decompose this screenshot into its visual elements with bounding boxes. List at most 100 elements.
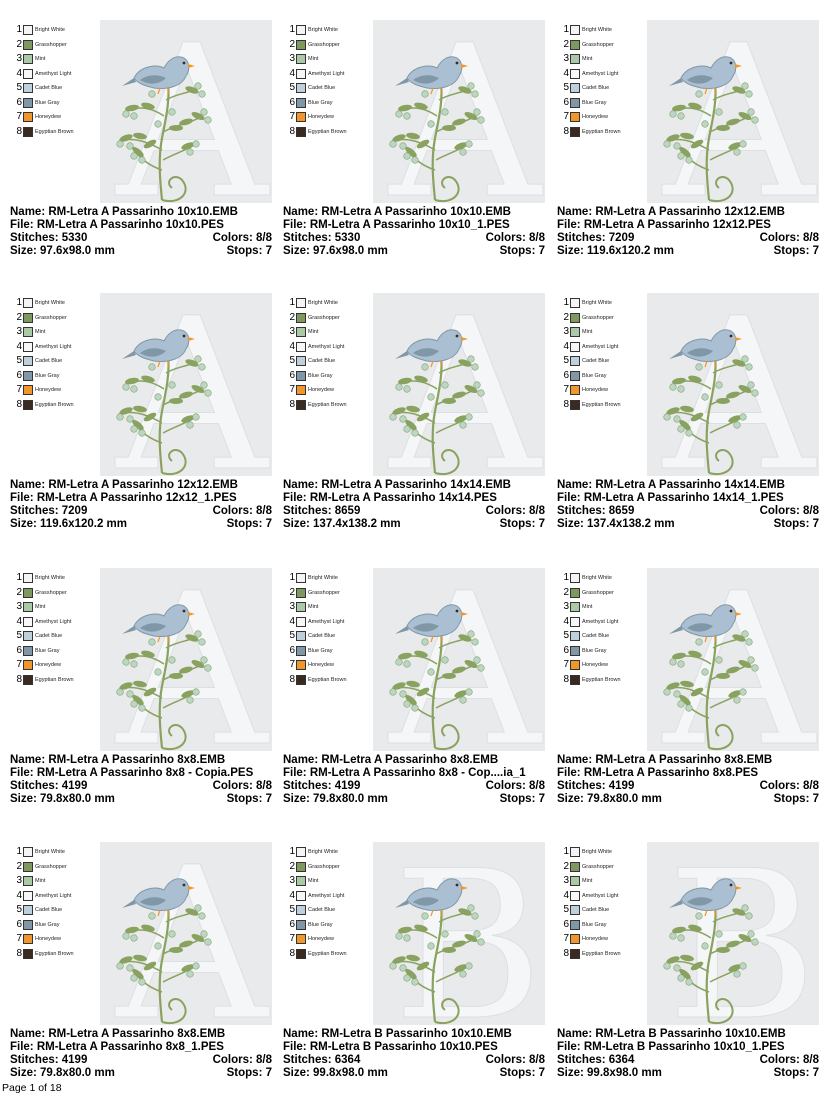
legend-number: 8 <box>289 947 295 959</box>
leaf <box>680 132 694 140</box>
leaf <box>454 415 468 423</box>
thread-swatch <box>296 934 306 945</box>
thread-name: Cadet Blue <box>35 633 63 640</box>
thread-name: Blue Gray <box>35 99 60 106</box>
design-size: Size: 79.8x80.0 mm <box>10 793 115 805</box>
legend-row: 3 Mint <box>285 52 375 67</box>
berry <box>186 970 194 978</box>
design-name: Name: RM-Letra A Passarinho 8x8.EMB <box>10 1028 226 1040</box>
thread-swatch <box>23 674 33 685</box>
berry <box>130 385 138 393</box>
berry <box>200 656 208 664</box>
design-file: File: RM-Letra A Passarinho 8x8 - Cop...… <box>283 767 526 779</box>
legend-row: 5 Cadet Blue <box>285 81 375 96</box>
berry <box>186 421 194 429</box>
berry <box>745 912 753 920</box>
legend-row: 4 Amethyst Light <box>285 67 375 82</box>
letter-monogram: A <box>114 293 270 476</box>
legend-row: 2 Grasshopper <box>12 311 102 326</box>
thread-name: Mint <box>308 329 319 336</box>
leaf <box>169 673 183 679</box>
leaf <box>732 359 746 367</box>
design-card: 1 Bright White 2 Grasshopper 3 Mint 4 Amethyst … <box>10 293 272 553</box>
design-name: Name: RM-Letra A Passarinho 8x8.EMB <box>557 754 773 766</box>
leaf <box>464 384 478 394</box>
bird <box>395 878 468 917</box>
legend-number: 7 <box>289 111 295 123</box>
legend-number: 3 <box>563 875 569 887</box>
thread-swatch <box>23 83 33 94</box>
berry <box>677 700 685 708</box>
embroidery-preview: B <box>373 842 545 1025</box>
letter-monogram: A <box>661 20 817 203</box>
thread-name: Egyptian Brown <box>35 128 74 135</box>
legend-row: 2 Grasshopper <box>285 311 375 326</box>
stop-count: Stops: 7 <box>773 518 819 530</box>
legend-row: 1 Bright White <box>12 845 102 860</box>
legend-row: 6 Blue Gray <box>559 918 649 933</box>
legend-number: 4 <box>289 340 295 352</box>
berry <box>441 381 449 389</box>
thread-swatch <box>23 112 33 123</box>
leaf <box>405 694 417 706</box>
bird <box>395 329 468 368</box>
berry <box>467 355 475 363</box>
thread-swatch <box>570 83 580 94</box>
legend-number: 4 <box>563 67 569 79</box>
berry <box>477 116 485 124</box>
design-file: File: RM-Letra A Passarinho 14x14_1.PES <box>557 492 784 504</box>
legend-number: 5 <box>289 82 295 94</box>
leaf <box>728 415 742 423</box>
thread-name: Blue Gray <box>582 99 607 106</box>
berry <box>741 630 749 638</box>
leaf <box>666 134 680 142</box>
stop-count: Stops: 7 <box>226 1067 272 1079</box>
berry <box>126 142 134 150</box>
thread-swatch <box>296 370 306 381</box>
leaf <box>464 659 478 669</box>
stop-count: Stops: 7 <box>773 245 819 257</box>
legend-row: 1 Bright White <box>285 845 375 860</box>
stop-count: Stops: 7 <box>773 1067 819 1079</box>
design-size: Size: 99.8x98.0 mm <box>283 1067 388 1079</box>
stitches-colors-row: Stitches: 7209 Colors: 8/8 <box>557 232 819 245</box>
berry <box>200 108 208 116</box>
leaf <box>716 398 730 404</box>
thread-swatch <box>23 602 33 613</box>
thread-name: Mint <box>582 604 593 611</box>
leaf <box>732 908 746 916</box>
thread-swatch <box>23 948 33 959</box>
thread-swatch <box>296 660 306 671</box>
thread-swatch <box>296 602 306 613</box>
leaf <box>143 412 157 422</box>
legend-row: 8 Egyptian Brown <box>559 125 649 140</box>
legend-row: 7 Honeydew <box>12 932 102 947</box>
legend-row: 8 Egyptian Brown <box>285 673 375 688</box>
legend-row: 2 Grasshopper <box>12 860 102 875</box>
berry <box>389 413 397 421</box>
thread-swatch <box>296 83 306 94</box>
leaf <box>398 377 412 385</box>
legend-number: 5 <box>16 82 22 94</box>
stitches-colors-row: Stitches: 8659 Colors: 8/8 <box>283 505 545 518</box>
berry <box>733 148 741 156</box>
berry <box>745 90 753 98</box>
leaf <box>726 391 740 399</box>
leaf <box>179 118 193 126</box>
design-name: Name: RM-Letra A Passarinho 8x8.EMB <box>283 754 499 766</box>
berry <box>198 363 206 371</box>
thread-swatch <box>570 356 580 367</box>
legend-row: 7 Honeydew <box>559 658 649 673</box>
legend-row: 5 Cadet Blue <box>559 354 649 369</box>
legend-row: 3 Mint <box>12 325 102 340</box>
legend-number: 3 <box>289 53 295 65</box>
berry <box>148 638 156 646</box>
leaf <box>125 377 139 385</box>
legend-row: 1 Bright White <box>285 23 375 38</box>
leaf <box>454 690 468 698</box>
berry <box>204 116 212 124</box>
design-name: Name: RM-Letra A Passarinho 12x12.EMB <box>557 206 785 218</box>
leaf <box>688 102 702 110</box>
thread-swatch <box>570 370 580 381</box>
legend-number: 6 <box>289 644 295 656</box>
